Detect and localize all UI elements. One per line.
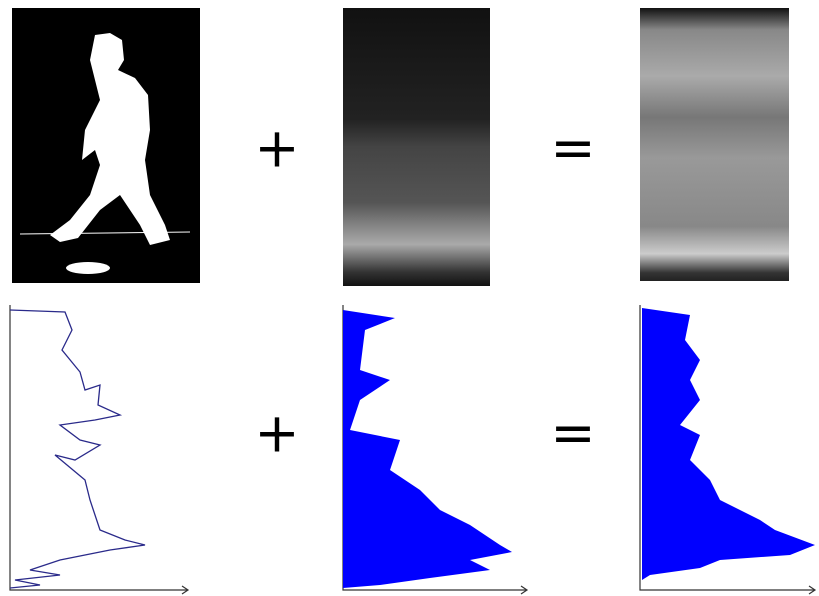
equals-operator: = bbox=[550, 402, 595, 465]
plus-operator: + bbox=[254, 402, 299, 465]
energy-plot bbox=[343, 305, 527, 594]
result-image bbox=[640, 8, 789, 281]
result-plot bbox=[640, 305, 815, 594]
profile-plot bbox=[10, 305, 188, 594]
figure: + = + = bbox=[0, 0, 819, 596]
plus-operator: + bbox=[254, 117, 299, 180]
energy-image bbox=[343, 8, 490, 286]
equals-operator: = bbox=[550, 117, 595, 180]
silhouette-image bbox=[12, 8, 200, 283]
